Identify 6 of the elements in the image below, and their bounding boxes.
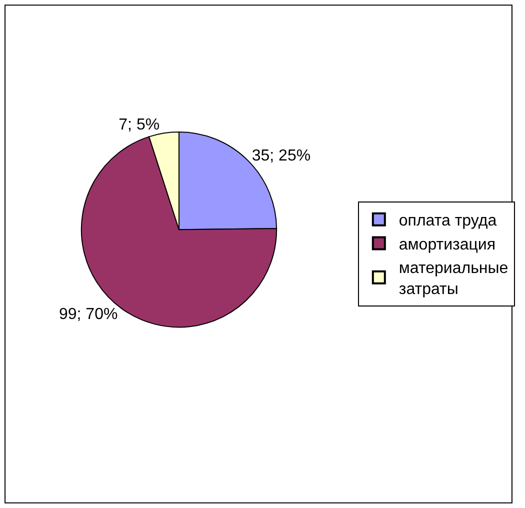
- legend-label: оплата труда: [398, 212, 497, 230]
- data-label: 35; 25%: [252, 147, 311, 164]
- legend-label: амортизация: [398, 236, 496, 254]
- legend-label: материальные затраты: [398, 260, 508, 298]
- data-label: 7; 5%: [118, 116, 160, 134]
- data-label: 99; 70%: [58, 306, 118, 323]
